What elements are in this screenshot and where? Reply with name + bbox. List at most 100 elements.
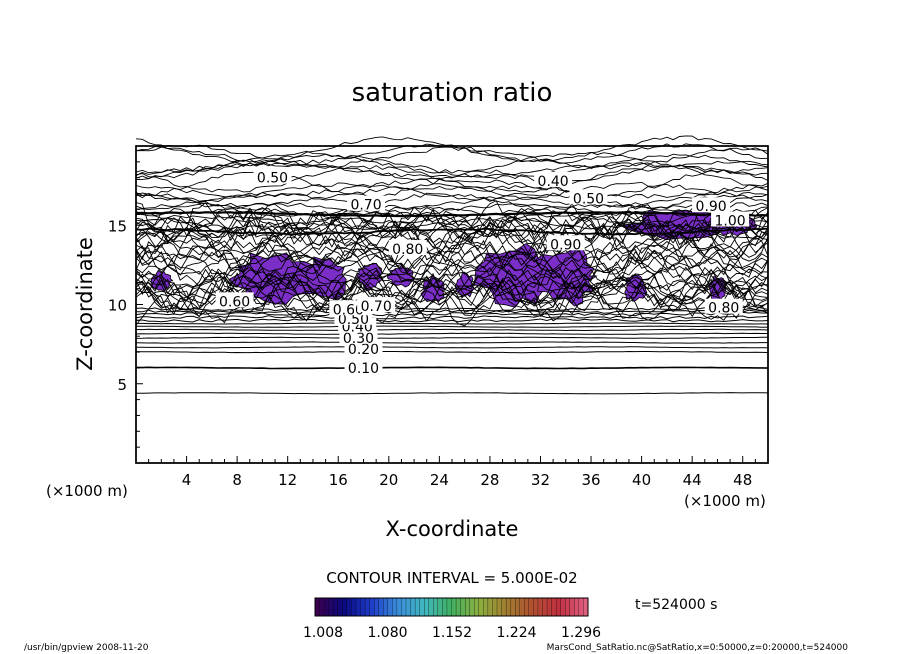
contour-label: 0.80 [708, 301, 739, 317]
contour-line [135, 250, 769, 283]
colorbar-cell [556, 597, 562, 617]
contour-line [135, 242, 769, 271]
colorbar-cell [537, 597, 543, 617]
contour-label: 0.90 [550, 237, 581, 253]
colorbar-cell [369, 597, 375, 617]
x-axis-label: X-coordinate [386, 517, 519, 541]
contour-label-bg [347, 195, 386, 211]
contour-label-bg [704, 298, 743, 314]
contour-line [135, 248, 769, 275]
chart-title: saturation ratio [352, 78, 553, 108]
contour-line [135, 272, 769, 310]
contour-label-bg [569, 189, 608, 205]
colorbar-cell [342, 597, 348, 617]
colorbar-cell [392, 597, 398, 617]
colorbar-cell [346, 597, 352, 617]
colorbar-tick-label: 1.152 [432, 625, 472, 641]
colorbar-cell [469, 597, 475, 617]
colorbar [314, 597, 589, 617]
contour-labels-layer: 0.100.200.300.400.500.600.700.500.700.40… [215, 168, 750, 377]
contour-line [135, 227, 769, 236]
contour-line [135, 350, 769, 354]
colorbar-cell [396, 597, 402, 617]
contour-line [135, 214, 769, 255]
colorbar-cell [478, 597, 484, 617]
colorbar-cell [442, 597, 448, 617]
contour-label: 0.50 [338, 312, 369, 328]
contour-label: 0.70 [361, 299, 392, 315]
colorbar-cell [437, 597, 443, 617]
colorbar-cell [351, 597, 357, 617]
colorbar-cell [578, 597, 584, 617]
colorbar-cell [383, 597, 389, 617]
x-tick-label: 8 [232, 471, 242, 489]
contour-line [135, 267, 769, 297]
colorbar-cell [319, 597, 325, 617]
contour-label-bg [711, 211, 750, 227]
contour-label-bg [388, 240, 427, 256]
x-tick-label: 16 [329, 471, 348, 489]
x-tick-label: 28 [480, 471, 499, 489]
colorbar-cell [464, 597, 471, 617]
contour-line [135, 263, 769, 300]
contour-line [135, 236, 769, 275]
colorbar-cell [455, 597, 462, 617]
x-tick-label: 44 [683, 471, 702, 489]
colorbar-cell [460, 597, 466, 617]
contour-line [135, 392, 769, 395]
contour-label: 0.50 [257, 171, 288, 187]
contour-line [135, 153, 769, 180]
contour-line [135, 341, 768, 344]
colorbar-cell [515, 597, 521, 617]
colorbar-cell [424, 597, 430, 617]
x-axis-ticks: 4 8 12 16 20 24 28 32 36 40 44 48 [148, 456, 756, 489]
colorbar-cell [560, 597, 566, 617]
colorbar-cell [474, 597, 480, 617]
contour-line [135, 205, 769, 230]
colorbar-tick-label: 1.296 [561, 625, 601, 641]
contour-line [135, 262, 769, 290]
time-label: t=524000 s [635, 597, 717, 613]
colorbar-cell [565, 597, 571, 617]
colorbar-cell [501, 597, 507, 617]
colorbar-tick-label: 1.080 [367, 625, 407, 641]
contour-interval-label: CONTOUR INTERVAL = 5.000E-02 [326, 569, 577, 587]
contour-label-bg [357, 297, 396, 313]
colorbar-cell [328, 597, 334, 617]
contour-label: 0.50 [573, 191, 604, 207]
contour-line [135, 311, 769, 317]
colorbar-cell [337, 597, 343, 617]
contour-line [135, 177, 769, 199]
y-tick-label: 10 [108, 297, 127, 315]
colorbar-cell [355, 597, 361, 617]
colorbar-cell [446, 597, 452, 617]
contour-label: 0.30 [343, 331, 374, 347]
contour-line [135, 243, 769, 282]
contour-line [135, 332, 768, 335]
contour-lines-layer [135, 135, 769, 395]
colorbar-cell [433, 597, 439, 617]
contour-line [135, 216, 769, 245]
contour-label: 1.00 [714, 213, 745, 229]
footer-left: /usr/bin/gpview 2008-11-20 [24, 643, 149, 653]
contour-line [135, 214, 769, 230]
colorbar-cell [569, 597, 575, 617]
contour-line [135, 212, 769, 251]
contour-line [135, 211, 769, 218]
colorbar-cell [360, 597, 366, 617]
x-tick-label: 24 [430, 471, 449, 489]
contour-line [136, 309, 769, 314]
contour-line [135, 336, 769, 339]
colorbar-cell [405, 597, 411, 617]
contour-label: 0.20 [348, 342, 379, 358]
contour-label: 0.90 [696, 199, 727, 215]
colorbar-cell [323, 597, 330, 617]
contour-label: 0.10 [348, 361, 379, 377]
y-tick-label: 15 [108, 217, 127, 235]
y-axis-ticks: 5 10 15 [108, 161, 143, 448]
contour-line [135, 315, 769, 320]
x-tick-label: 32 [531, 471, 550, 489]
x-tick-label: 40 [632, 471, 651, 489]
contour-line [135, 220, 769, 265]
